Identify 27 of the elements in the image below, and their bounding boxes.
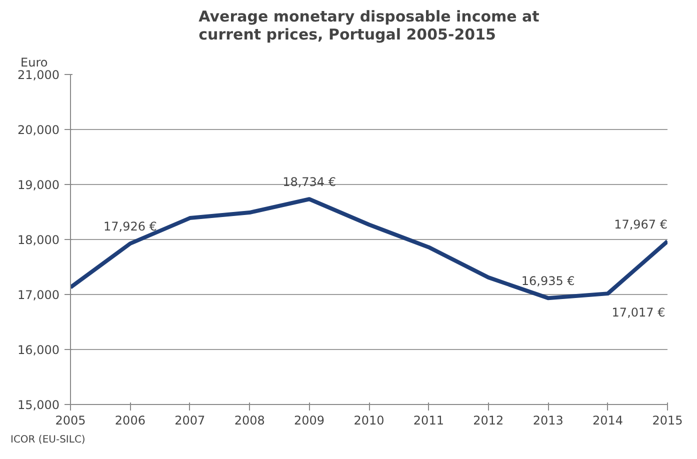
y-tick-label: 16,000 <box>18 343 60 357</box>
y-tick-label: 21,000 <box>18 68 60 82</box>
x-tick-label: 2008 <box>234 414 265 428</box>
data-label: 17,926 € <box>103 220 157 234</box>
x-tick-label: 2007 <box>174 414 206 428</box>
chart-title: Average monetary disposable income at current prices, Portugal 2005-2015 <box>198 8 540 44</box>
x-tick-label: 2005 <box>55 414 86 428</box>
y-axis-title: Euro <box>20 56 48 70</box>
text: ICOR (EU-SILC) <box>10 434 86 446</box>
x-tick-label: 2010 <box>354 414 384 428</box>
data-label: 17,017 € <box>612 306 666 320</box>
x-tick-label: 2006 <box>114 414 146 428</box>
y-tick-label: 17,000 <box>18 288 60 302</box>
x-tick-label: 2011 <box>413 414 444 428</box>
x-tick-label: 2015 <box>652 414 683 428</box>
y-tick-label: 20,000 <box>18 123 60 137</box>
data-label: 17,967 € <box>614 217 668 232</box>
data-label: 18,734 € <box>282 175 336 190</box>
x-tick-label: 2014 <box>592 414 624 428</box>
x-tick-label: 2013 <box>532 414 564 428</box>
x-tick-label: 2009 <box>294 414 325 428</box>
y-tick-label: 19,000 <box>18 178 60 192</box>
x-tick-label: 2012 <box>473 414 504 428</box>
line-series <box>70 197 668 300</box>
data-label: 16,935 € <box>521 274 575 288</box>
y-tick-label: 15,000 <box>18 398 60 412</box>
y-tick-label: 18,000 <box>18 233 60 247</box>
